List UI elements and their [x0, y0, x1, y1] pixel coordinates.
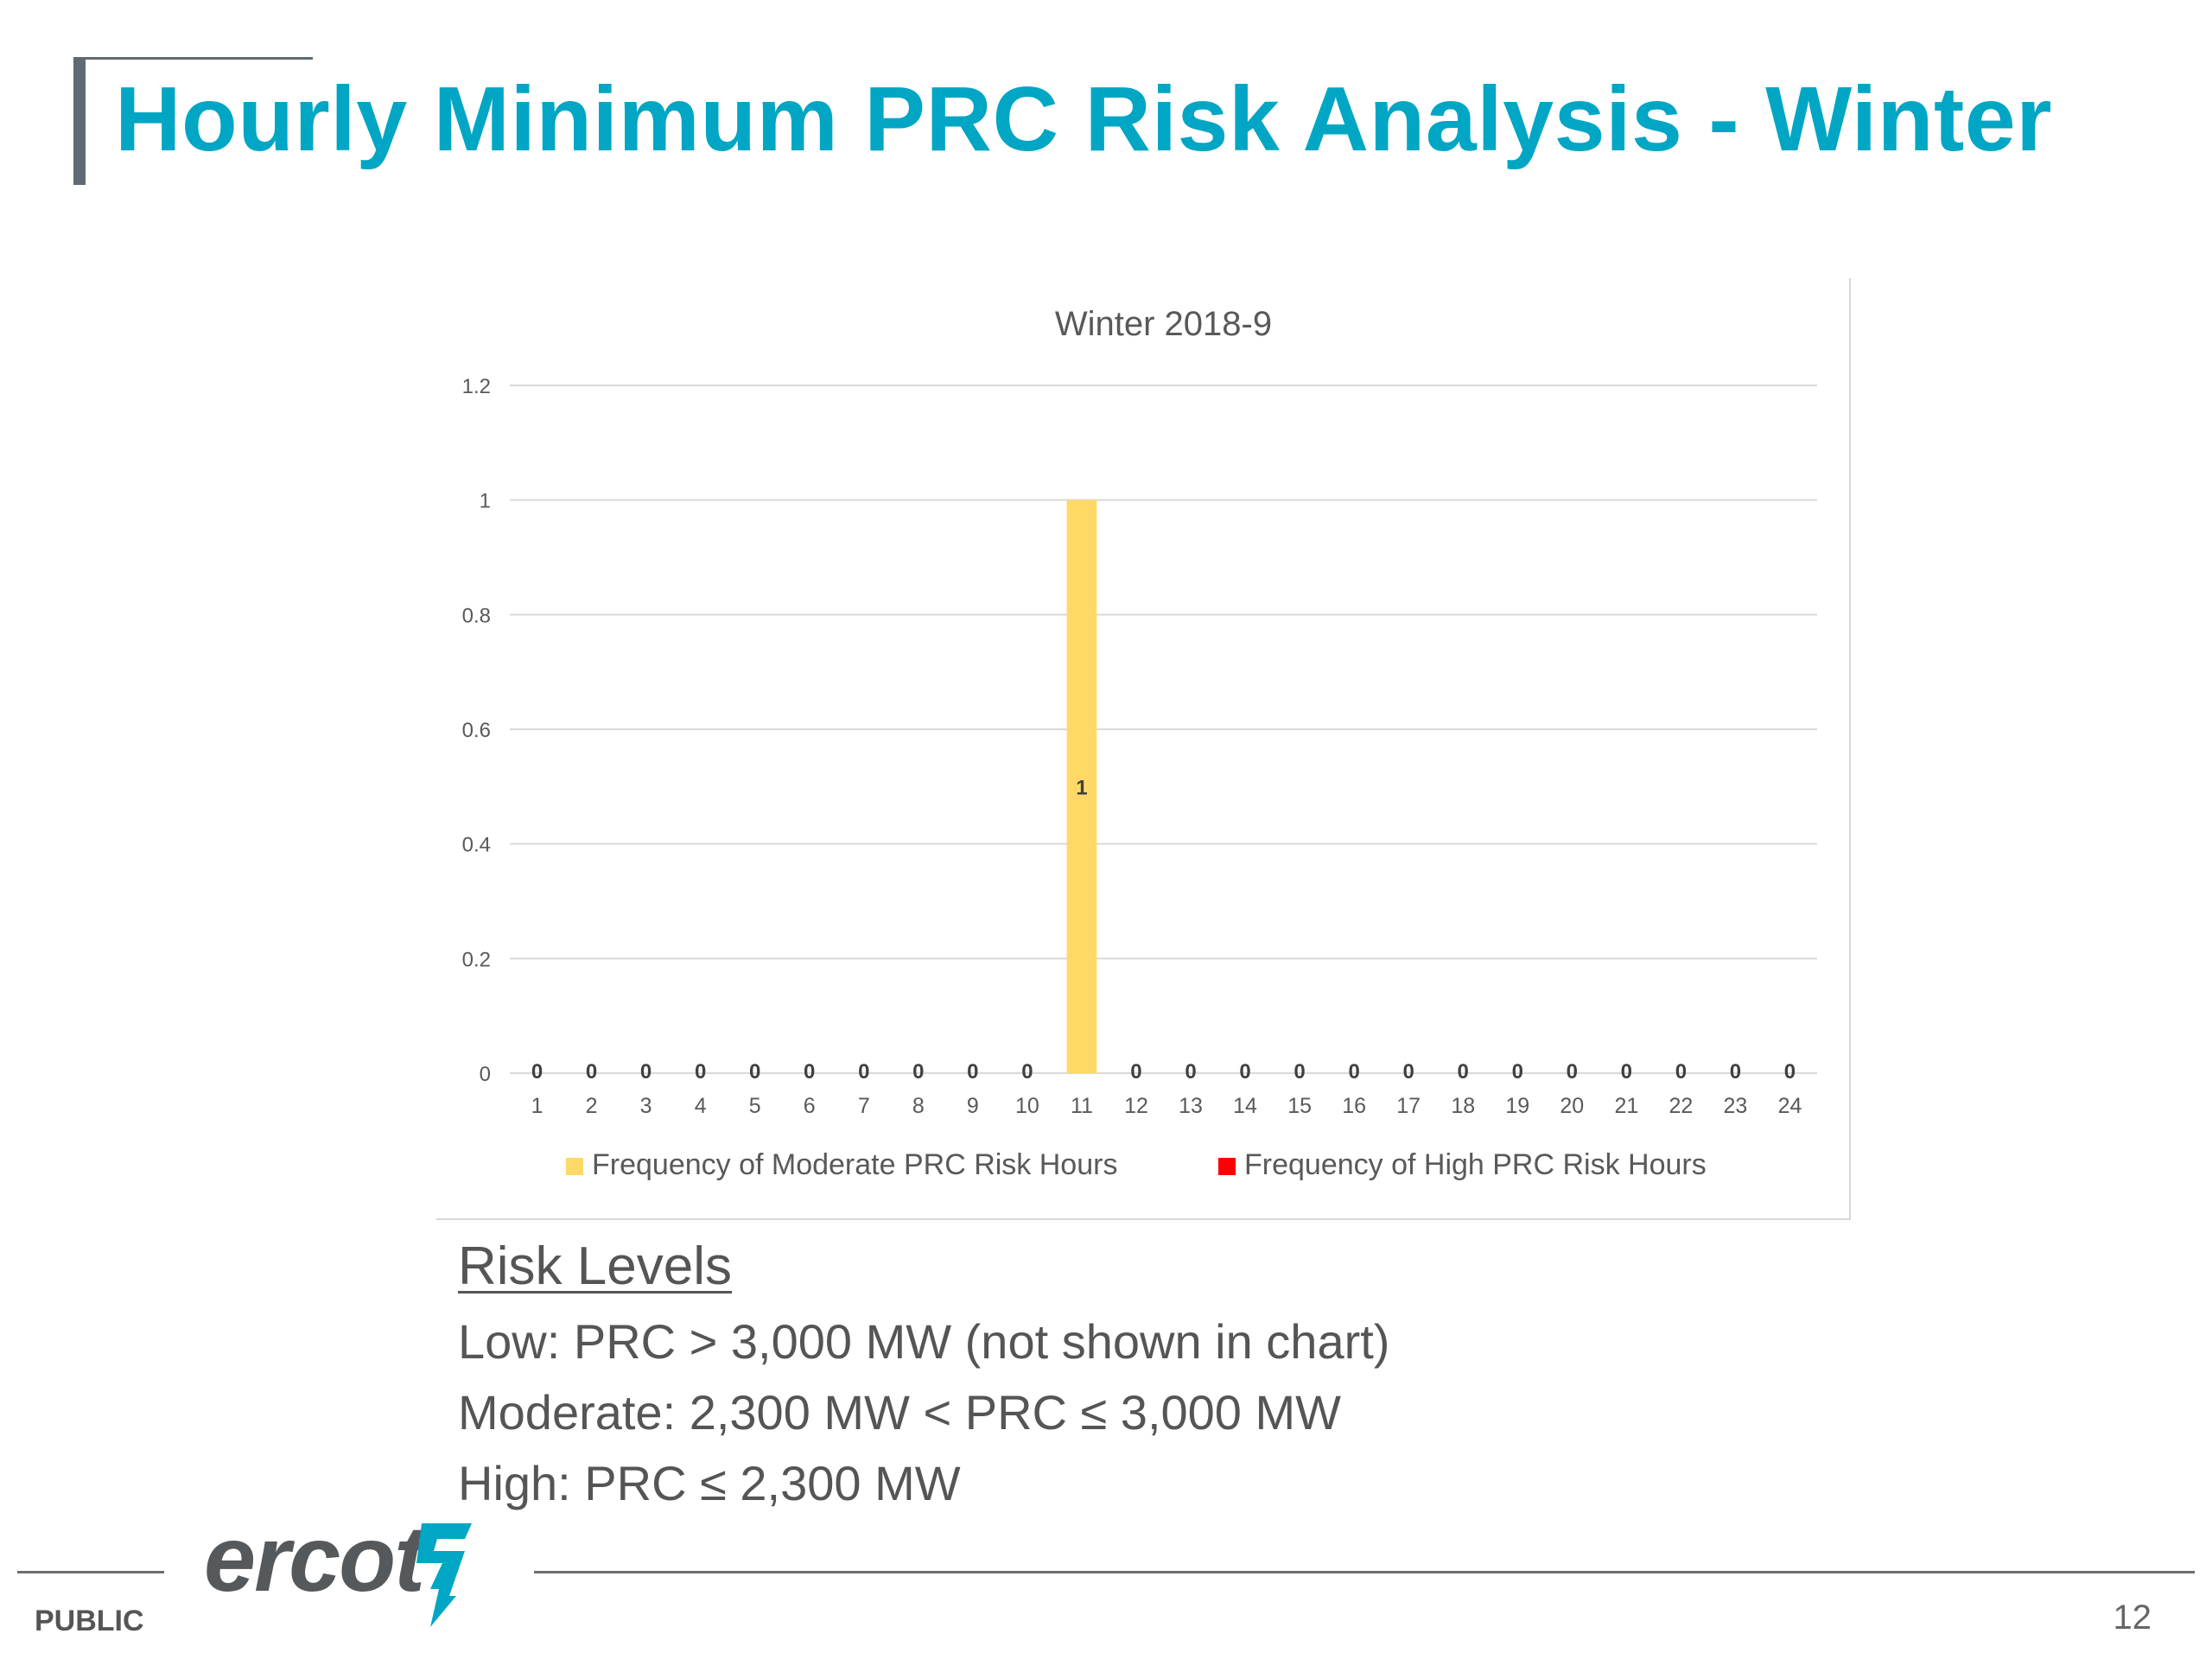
legend-label-high: Frequency of High PRC Risk Hours	[1244, 1148, 1707, 1181]
x-tick-label: 3	[640, 1094, 652, 1118]
x-tick-label: 23	[1724, 1094, 1748, 1118]
legend-label-moderate: Frequency of Moderate PRC Risk Hours	[592, 1148, 1117, 1181]
x-tick-label: 24	[1778, 1094, 1802, 1118]
risk-level-high: High: PRC ≤ 2,300 MW	[458, 1456, 961, 1510]
x-tick-label: 14	[1233, 1094, 1257, 1118]
x-tick-label: 5	[749, 1094, 761, 1118]
x-tick-label: 20	[1560, 1094, 1584, 1118]
title-accent-line	[86, 57, 313, 60]
y-tick-label: 0.4	[462, 834, 491, 857]
data-label: 0	[967, 1060, 978, 1084]
data-label: 0	[1621, 1060, 1632, 1084]
data-label: 0	[1239, 1060, 1250, 1084]
chart-frame: Winter 2018-9 0 0.2 0.4 0.6 0.8 1 1.2 0 1 0 2 0 3 0 4 0 5…	[436, 278, 1851, 1220]
x-tick-label: 6	[804, 1094, 816, 1118]
title-accent-bar	[73, 57, 86, 185]
data-label: 0	[1567, 1060, 1578, 1084]
y-tick-label: 1.2	[462, 375, 491, 398]
legend-swatch-moderate	[566, 1158, 583, 1175]
data-label: 0	[1021, 1060, 1033, 1084]
x-tick-label: 21	[1614, 1094, 1638, 1118]
y-tick-label: 1	[480, 490, 491, 513]
y-tick-label: 0.6	[462, 719, 491, 742]
data-label: 0	[912, 1060, 924, 1084]
data-label: 1	[1076, 776, 1087, 799]
data-label: 0	[749, 1060, 760, 1084]
y-tick-label: 0.8	[462, 604, 491, 627]
y-tick-label: 0	[480, 1063, 491, 1086]
data-label: 0	[531, 1060, 543, 1084]
footer-rule-right	[534, 1571, 2195, 1573]
x-tick-label: 12	[1124, 1094, 1148, 1118]
data-label: 0	[858, 1060, 869, 1084]
data-label: 0	[695, 1060, 706, 1084]
x-tick-label: 7	[858, 1094, 870, 1118]
chart-title: Winter 2018-9	[1055, 305, 1272, 343]
data-label: 0	[804, 1060, 815, 1084]
data-label: 0	[1348, 1060, 1359, 1084]
ercot-logo: ercot	[204, 1506, 425, 1611]
chart-svg: Winter 2018-900.20.40.60.811.20102030405…	[462, 305, 1817, 1181]
slide-title: Hourly Minimum PRC Risk Analysis - Winte…	[115, 68, 2052, 170]
page-number: 12	[2113, 1599, 2152, 1637]
data-label: 0	[1730, 1060, 1741, 1084]
data-label: 0	[1458, 1060, 1469, 1084]
data-label: 0	[586, 1060, 597, 1084]
bar-moderate-11	[1066, 499, 1097, 1073]
x-tick-label: 9	[967, 1094, 979, 1118]
risk-level-moderate: Moderate: 2,300 MW < PRC ≤ 3,000 MW	[458, 1385, 1341, 1440]
x-tick-label: 8	[912, 1094, 925, 1118]
x-tick-label: 18	[1451, 1094, 1475, 1118]
ercot-logo-mark-icon	[416, 1523, 472, 1627]
x-tick-label: 22	[1669, 1094, 1693, 1118]
y-tick-label: 0.2	[462, 948, 491, 971]
data-label: 0	[1130, 1060, 1141, 1084]
x-tick-label: 10	[1015, 1094, 1039, 1118]
x-tick-label: 2	[586, 1094, 598, 1118]
footer-rule-left	[17, 1571, 164, 1573]
data-label: 0	[1675, 1060, 1687, 1084]
data-label: 0	[1403, 1060, 1414, 1084]
x-tick-label: 16	[1342, 1094, 1366, 1118]
legend-swatch-high	[1218, 1158, 1236, 1175]
x-tick-label: 17	[1396, 1094, 1421, 1118]
risk-level-low: Low: PRC > 3,000 MW (not shown in chart)	[458, 1314, 1390, 1369]
classification-label: PUBLIC	[35, 1605, 144, 1637]
data-label: 0	[1512, 1060, 1523, 1084]
data-label: 0	[1784, 1060, 1796, 1084]
x-tick-label: 13	[1179, 1094, 1203, 1118]
data-label: 0	[1185, 1060, 1196, 1084]
x-tick-label: 4	[695, 1094, 707, 1118]
data-label: 0	[640, 1060, 652, 1084]
x-tick-label: 11	[1071, 1094, 1093, 1118]
x-tick-label: 1	[531, 1094, 543, 1118]
data-label: 0	[1294, 1060, 1305, 1084]
risk-levels-heading: Risk Levels	[458, 1236, 732, 1296]
x-tick-label: 15	[1287, 1094, 1312, 1118]
x-tick-label: 19	[1505, 1094, 1529, 1118]
